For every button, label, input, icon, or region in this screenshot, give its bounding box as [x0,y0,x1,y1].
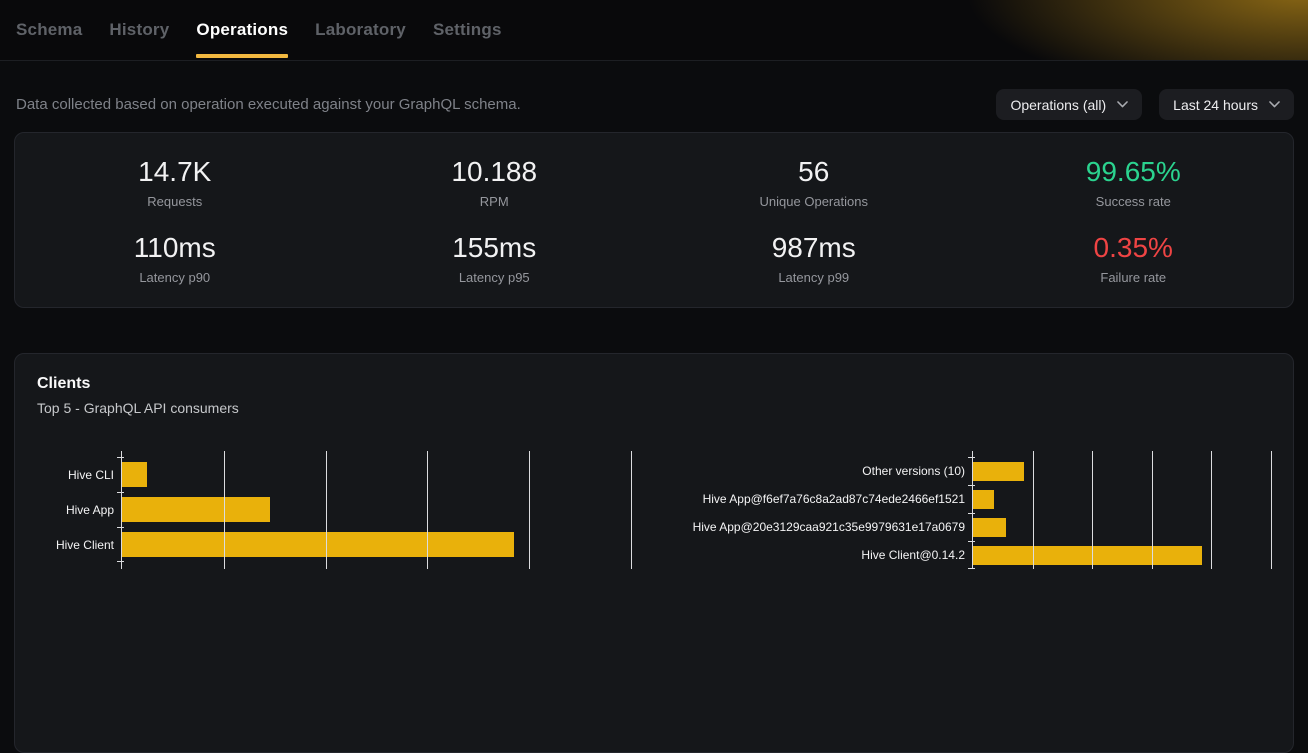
gridline [1032,451,1034,569]
stat-value: 110ms [133,232,216,263]
chart-plot-area [968,451,1277,569]
gridline [223,451,225,569]
chart-bar[interactable] [122,462,148,487]
stat-label: Latency p99 [778,270,850,285]
chart-row [117,527,641,562]
chevron-down-icon [1117,101,1128,108]
gridline [1092,451,1094,569]
chart-bar[interactable] [973,489,994,509]
stat-value: 987ms [771,232,856,263]
chart-category-label: Hive Client [55,537,114,552]
stat-unique-operations: 56 Unique Operations [654,155,974,209]
clients-by-version-chart: Other versions (10) Hive App@f6ef7a76c8a2… [645,451,1277,569]
chevron-down-icon [1269,101,1280,108]
stats-overview-card: 14.7K Requests 10.188 RPM 56 Unique Oper… [14,132,1294,308]
gridline [427,451,429,569]
chart-bar[interactable] [973,461,1024,481]
stat-requests: 14.7K Requests [15,155,335,209]
stat-failure-rate: 0.35% Failure rate [974,231,1294,285]
gridline [1211,451,1213,569]
chart-row [968,485,1277,513]
tab-laboratory[interactable]: Laboratory [315,20,406,39]
gridline [1271,451,1273,569]
stat-success-rate: 99.65% Success rate [974,155,1294,209]
stat-value: 10.188 [451,156,538,187]
chart-row [968,457,1277,485]
time-range-dropdown[interactable]: Last 24 hours [1159,89,1294,120]
filter-group: Operations (all) Last 24 hours [996,89,1294,120]
stat-value: 14.7K [138,156,212,187]
chart-category-label: Hive App [65,502,114,517]
chart-category-labels: Hive CLI Hive App Hive Client [37,451,121,569]
page-description: Data collected based on operation execut… [16,96,521,113]
stat-label: Latency p90 [139,270,211,285]
chart-category-label: Hive CLI [67,467,114,482]
stat-label: Failure rate [1100,270,1167,285]
gridline [529,451,531,569]
stat-latency-p95: 155ms Latency p95 [335,231,655,285]
chart-category-labels: Other versions (10) Hive App@f6ef7a76c8a2… [645,451,972,569]
gridline [325,451,327,569]
gridline [1151,451,1153,569]
stat-label: Success rate [1095,194,1171,209]
stat-value: 56 [798,156,830,187]
chart-bar[interactable] [122,497,270,522]
toolbar: Data collected based on operation execut… [16,89,1294,120]
chart-category-label: Hive Client@0.14.2 [861,548,965,562]
tab-schema[interactable]: Schema [16,20,83,39]
clients-card-title: Clients [37,375,91,392]
chart-row [117,492,641,527]
stat-label: Requests [147,194,203,209]
stat-rpm: 10.188 RPM [335,155,655,209]
chart-row [968,541,1277,569]
stat-latency-p99: 987ms Latency p99 [654,231,974,285]
tab-settings[interactable]: Settings [432,20,502,39]
chart-category-label: Hive App@20e3129caa921c35e9979631e17a067… [692,520,965,534]
stat-label: RPM [479,194,509,209]
stat-latency-p90: 110ms Latency p90 [15,231,335,285]
stat-label: Unique Operations [759,194,868,209]
chart-row [117,457,641,492]
clients-by-name-chart: Hive CLI Hive App Hive Client [37,451,641,569]
operations-filter-value: Operations (all) [1010,96,1107,113]
gridline [630,451,632,569]
chart-category-label: Other versions (10) [862,464,965,478]
stat-value: 0.35% [1093,232,1173,263]
clients-card-subtitle: Top 5 - GraphQL API consumers [37,400,239,416]
tab-operations[interactable]: Operations [196,0,288,60]
stat-value: 99.65% [1085,156,1181,187]
chart-bar[interactable] [973,545,1203,565]
tab-history[interactable]: History [109,20,170,39]
chart-bar[interactable] [973,517,1006,537]
clients-charts: Hive CLI Hive App Hive Client Other versio… [37,451,1273,569]
stat-value: 155ms [452,232,537,263]
chart-bar[interactable] [122,532,514,557]
operations-filter-dropdown[interactable]: Operations (all) [996,89,1143,120]
chart-category-label: Hive App@f6ef7a76c8a2ad87c74ede2466ef152… [702,492,965,506]
chart-plot-area [117,451,641,569]
clients-card: Clients Top 5 - GraphQL API consumers Hi… [14,353,1294,753]
chart-row [968,513,1277,541]
top-nav: Schema History Operations Laboratory Set… [0,0,1308,61]
stat-label: Latency p95 [458,270,530,285]
time-range-value: Last 24 hours [1173,96,1258,113]
